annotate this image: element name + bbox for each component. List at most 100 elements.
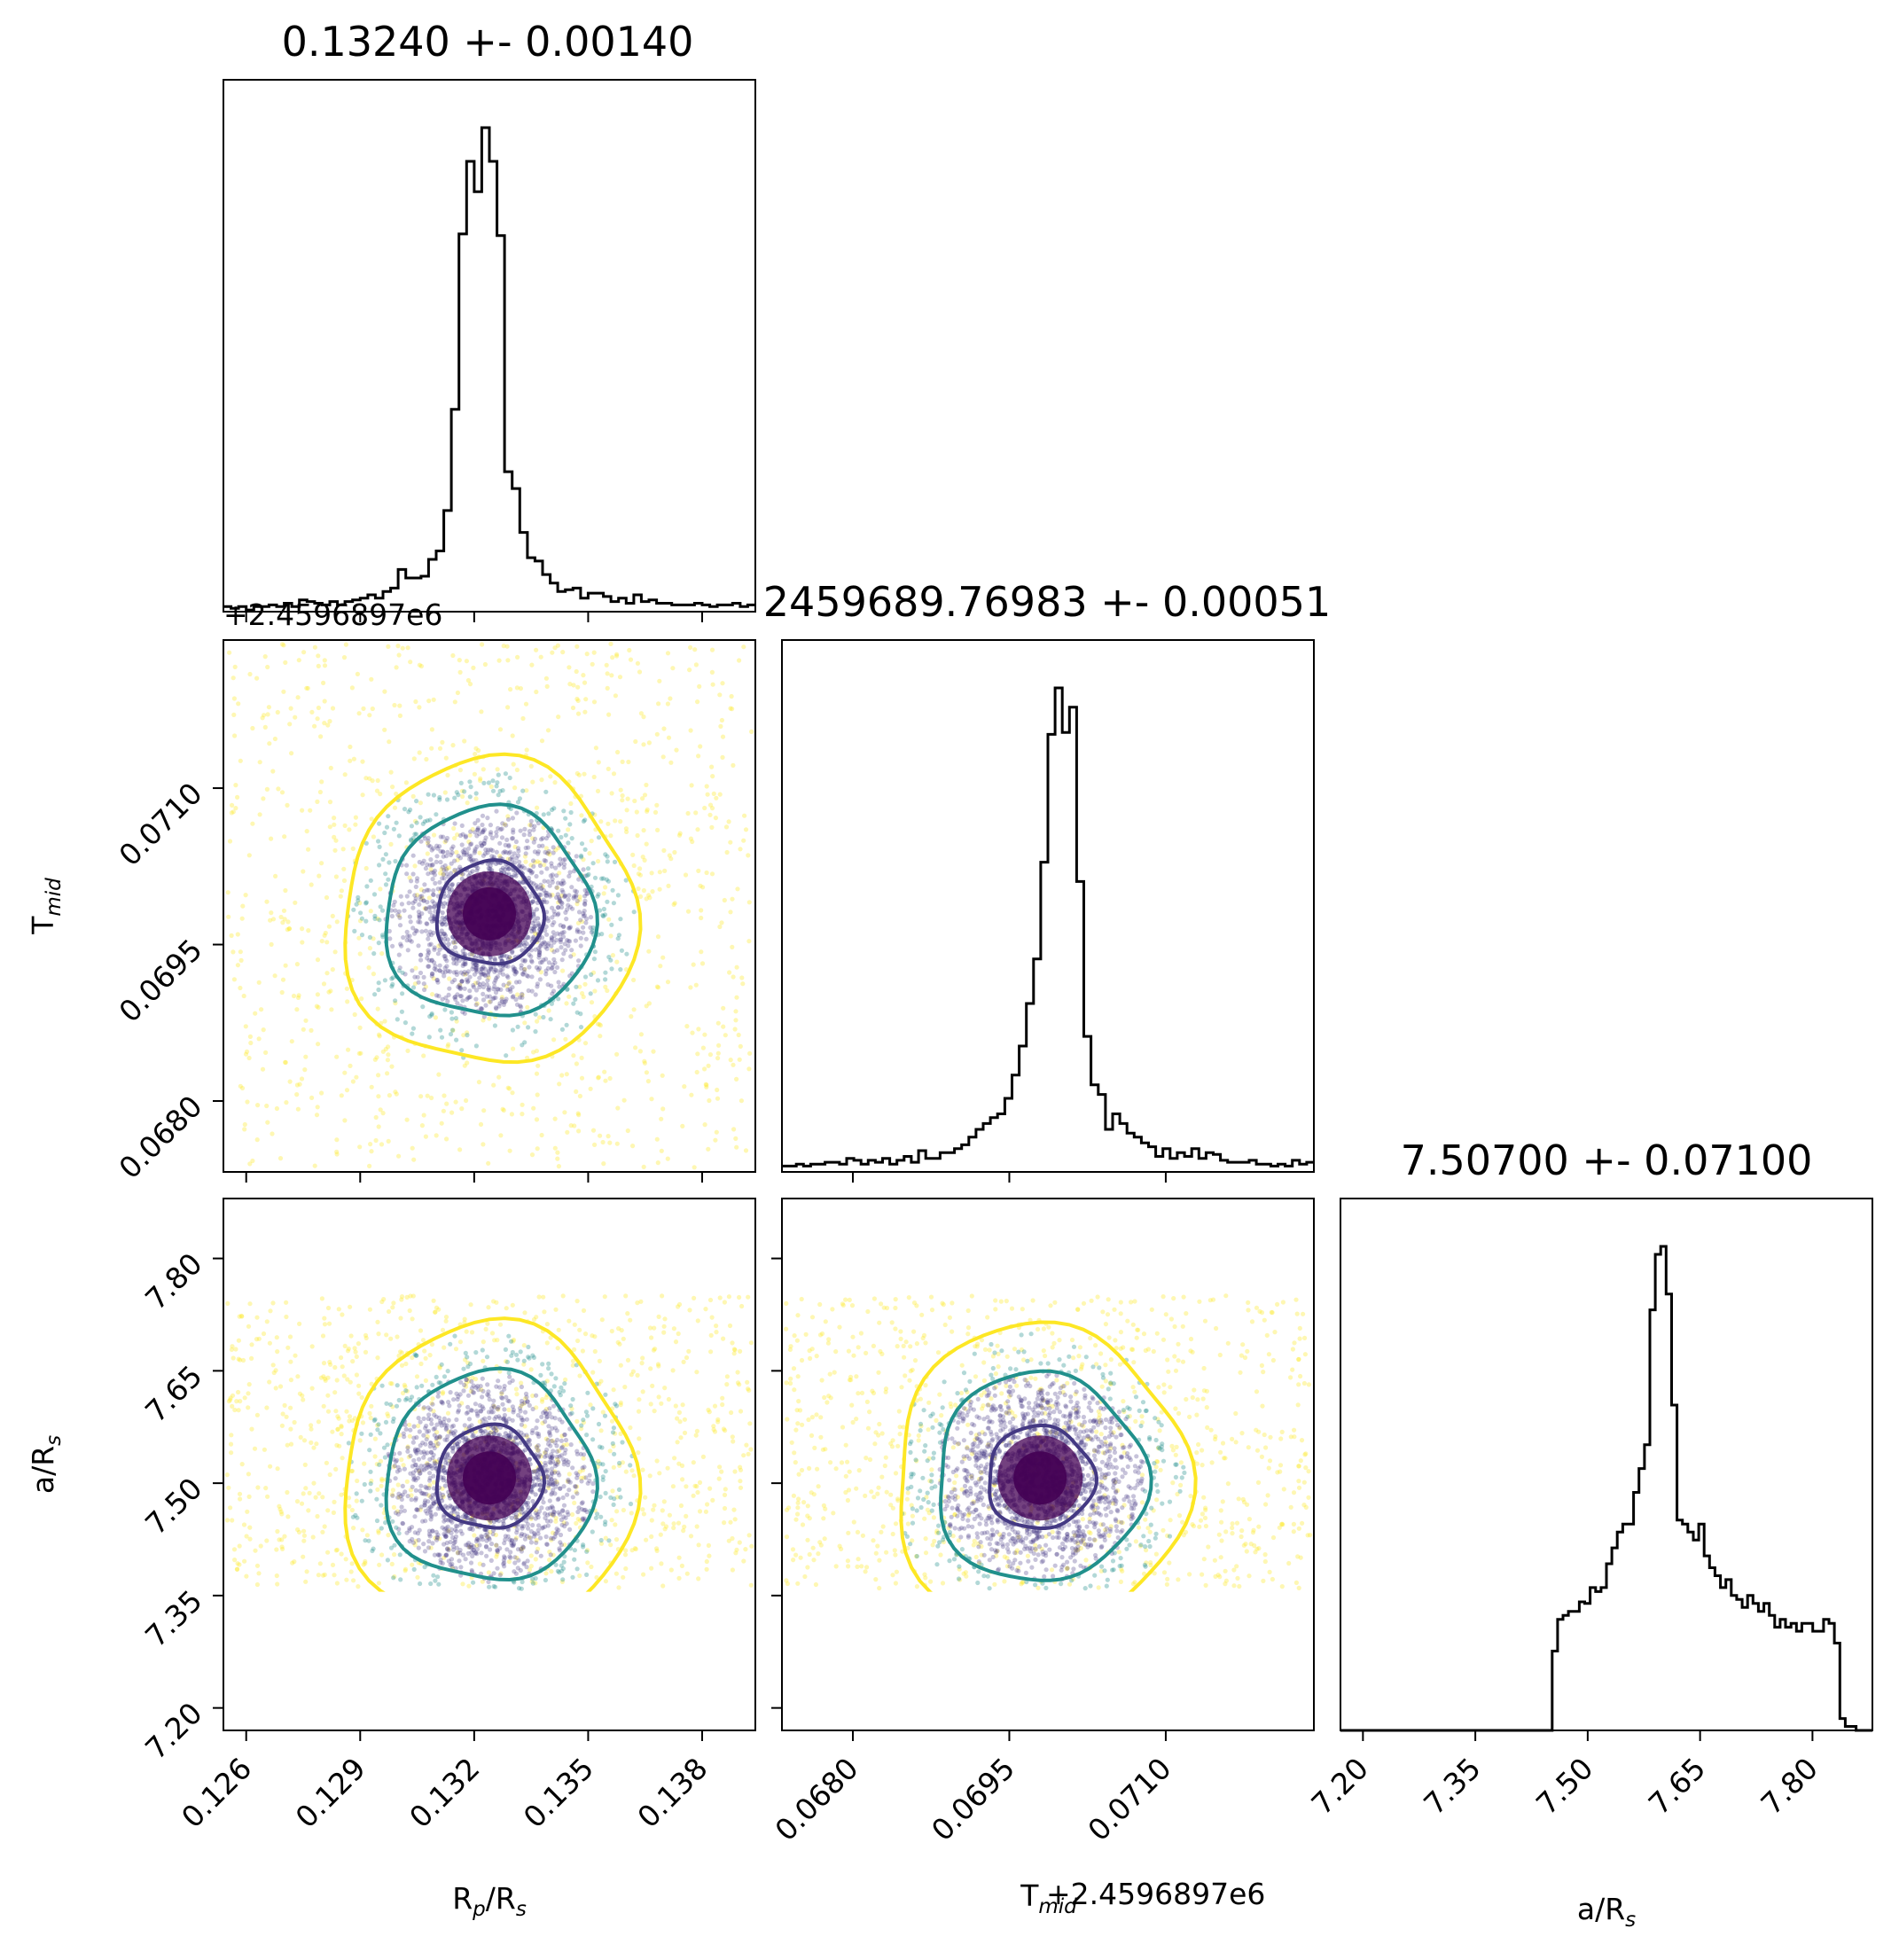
- scatter-point: [478, 776, 483, 781]
- scatter-point: [306, 1508, 311, 1513]
- scatter-point: [231, 675, 236, 681]
- scatter-point: [702, 1066, 707, 1072]
- scatter-point: [356, 1584, 361, 1589]
- scatter-point: [357, 901, 363, 906]
- scatter-point: [540, 1362, 545, 1367]
- scatter-point: [746, 1533, 752, 1538]
- scatter-point: [562, 894, 567, 900]
- scatter-point: [243, 1024, 248, 1029]
- scatter-point: [467, 832, 473, 838]
- scatter-point: [660, 754, 666, 760]
- scatter-point: [406, 809, 411, 815]
- scatter-point: [575, 1517, 581, 1522]
- scatter-point: [527, 1402, 532, 1408]
- scatter-point: [236, 1408, 241, 1413]
- scatter-point: [360, 793, 365, 798]
- scatter-point: [610, 1441, 615, 1446]
- scatter-point: [418, 839, 424, 844]
- scatter-point: [691, 1493, 696, 1498]
- scatter-point: [309, 709, 315, 715]
- scatter-point: [519, 1004, 524, 1010]
- scatter-point: [592, 1334, 598, 1339]
- scatter-point: [567, 1318, 572, 1324]
- scatter-point: [225, 890, 231, 895]
- scatter-point: [571, 683, 576, 688]
- scatter-point: [672, 849, 677, 855]
- scatter-point: [547, 894, 553, 899]
- scatter-point: [250, 725, 255, 731]
- scatter-point: [671, 902, 676, 908]
- scatter-point: [334, 1149, 340, 1154]
- scatter-point: [247, 1536, 253, 1542]
- scatter-point: [660, 1293, 665, 1299]
- scatter-point: [430, 1528, 435, 1534]
- scatter-point: [549, 936, 555, 941]
- scatter-point: [413, 699, 418, 705]
- scatter-point: [388, 1336, 394, 1341]
- scatter-point: [477, 975, 482, 980]
- scatter-point: [666, 883, 671, 889]
- scatter-point: [410, 925, 416, 931]
- scatter-point: [418, 815, 423, 820]
- scatter-point: [481, 1142, 486, 1147]
- scatter-point: [359, 1431, 364, 1436]
- scatter-point: [596, 1074, 602, 1080]
- scatter-point: [674, 747, 679, 753]
- scatter-point: [465, 996, 471, 1001]
- scatter-point: [473, 988, 480, 993]
- scatter-point: [239, 1085, 246, 1091]
- scatter-point: [688, 644, 693, 651]
- scatter-point: [693, 982, 699, 988]
- scatter-point: [454, 972, 460, 977]
- scatter-point: [454, 1528, 459, 1534]
- scatter-point: [481, 780, 487, 786]
- scatter-point: [412, 893, 418, 898]
- scatter-point: [362, 1481, 367, 1488]
- scatter-point: [648, 1402, 653, 1407]
- scatter-point: [508, 1555, 513, 1560]
- scatter-point: [625, 796, 630, 801]
- scatter-point: [733, 1009, 738, 1014]
- scatter-point: [483, 973, 488, 979]
- scatter-point: [434, 978, 440, 983]
- scatter-point: [457, 1147, 463, 1152]
- scatter-point: [277, 1384, 284, 1389]
- scatter-point: [369, 1478, 374, 1484]
- scatter-point: [521, 970, 527, 975]
- scatter-point: [363, 901, 369, 906]
- scatter-point: [387, 1380, 394, 1386]
- scatter-point: [238, 957, 244, 963]
- scatter-point: [287, 1334, 293, 1339]
- scatter-point: [492, 1338, 497, 1343]
- scatter-point: [617, 1463, 622, 1468]
- scatter-point: [462, 789, 467, 794]
- scatter-point: [529, 988, 535, 994]
- scatter-point: [320, 1573, 326, 1578]
- scatter-point: [418, 919, 423, 925]
- scatter-point: [611, 1425, 617, 1431]
- scatter-point: [379, 1476, 385, 1481]
- scatter-point: [522, 1424, 528, 1429]
- scatter-point: [581, 1420, 587, 1425]
- scatter-point: [710, 1497, 715, 1503]
- scatter-point: [749, 729, 754, 735]
- scatter-point: [244, 1573, 249, 1579]
- scatter-point: [434, 854, 440, 859]
- scatter-point: [583, 697, 589, 702]
- scatter-point: [529, 1579, 535, 1584]
- scatter-point: [412, 931, 418, 936]
- scatter-point: [691, 962, 696, 967]
- scatter-point: [467, 974, 473, 980]
- scatter-point: [412, 863, 418, 869]
- scatter-point: [539, 1414, 544, 1419]
- scatter-point: [421, 1406, 426, 1411]
- scatter-point: [315, 992, 320, 997]
- scatter-point: [522, 957, 528, 963]
- scatter-point: [455, 992, 460, 997]
- scatter-point: [467, 871, 473, 876]
- scatter-point: [495, 780, 500, 785]
- scatter-point: [694, 1370, 699, 1375]
- scatter-point: [497, 788, 503, 794]
- scatter-point: [574, 1061, 580, 1066]
- scatter-point: [442, 876, 447, 881]
